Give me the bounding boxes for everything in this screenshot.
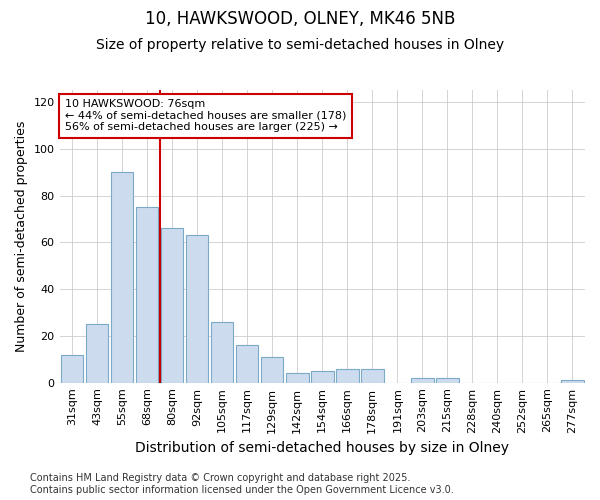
Text: Contains HM Land Registry data © Crown copyright and database right 2025.
Contai: Contains HM Land Registry data © Crown c… — [30, 474, 454, 495]
Bar — [311, 371, 334, 382]
Bar — [86, 324, 109, 382]
X-axis label: Distribution of semi-detached houses by size in Olney: Distribution of semi-detached houses by … — [135, 441, 509, 455]
Bar — [561, 380, 584, 382]
Bar — [286, 374, 308, 382]
Bar — [136, 208, 158, 382]
Text: Size of property relative to semi-detached houses in Olney: Size of property relative to semi-detach… — [96, 38, 504, 52]
Bar — [161, 228, 184, 382]
Y-axis label: Number of semi-detached properties: Number of semi-detached properties — [15, 121, 28, 352]
Bar — [261, 357, 283, 382]
Bar — [236, 346, 259, 383]
Text: 10, HAWKSWOOD, OLNEY, MK46 5NB: 10, HAWKSWOOD, OLNEY, MK46 5NB — [145, 10, 455, 28]
Bar — [436, 378, 458, 382]
Bar — [361, 368, 383, 382]
Bar — [186, 236, 208, 382]
Bar — [61, 354, 83, 382]
Bar — [336, 368, 359, 382]
Text: 10 HAWKSWOOD: 76sqm
← 44% of semi-detached houses are smaller (178)
56% of semi-: 10 HAWKSWOOD: 76sqm ← 44% of semi-detach… — [65, 100, 346, 132]
Bar — [111, 172, 133, 382]
Bar — [411, 378, 434, 382]
Bar — [211, 322, 233, 382]
